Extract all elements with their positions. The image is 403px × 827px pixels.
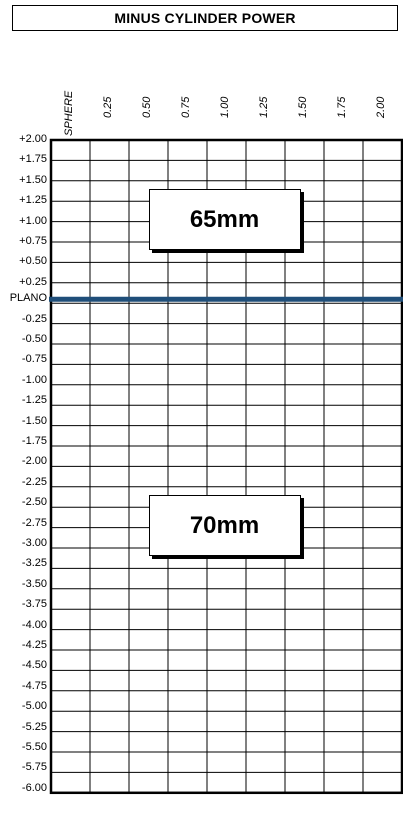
zone-label-65mm: 65mm <box>149 189 301 250</box>
zone-label-70mm: 70mm <box>149 495 301 556</box>
